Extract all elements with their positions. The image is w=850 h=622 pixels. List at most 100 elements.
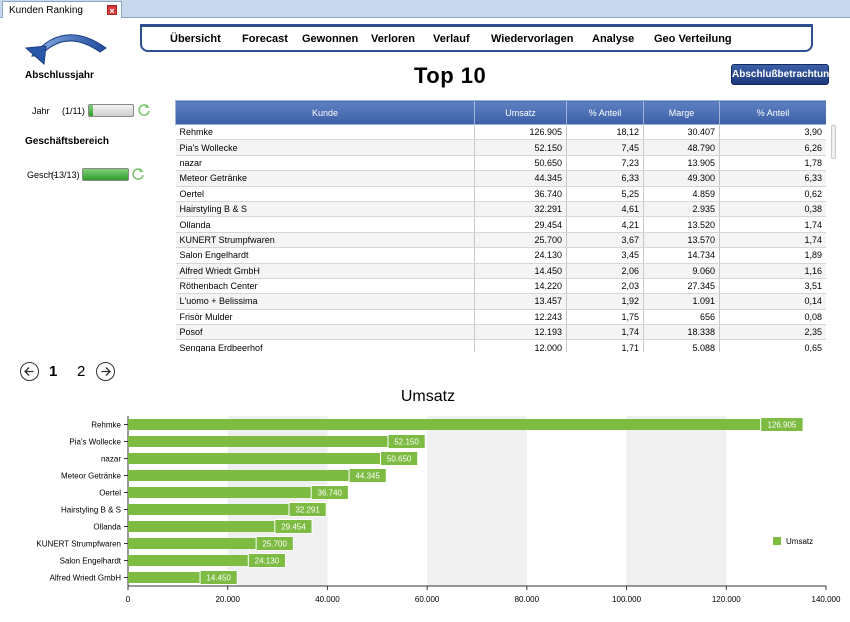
- table-cell: L'uomo + Belissima: [175, 293, 475, 310]
- bar: [128, 419, 761, 430]
- y-tick-label: Meteor Getränke: [61, 472, 122, 481]
- page-1[interactable]: 1: [49, 363, 58, 380]
- nav-forecast[interactable]: Forecast: [242, 33, 288, 45]
- column-header-umsatz[interactable]: Umsatz: [474, 100, 567, 125]
- table-cell: 5,25: [566, 186, 644, 202]
- table-row[interactable]: Pia's Wollecke 52.150 7,45 48.790 6,26: [175, 139, 826, 156]
- bar: [128, 572, 201, 583]
- table-cell: 18.338: [643, 324, 720, 341]
- table-cell: 4,61: [566, 201, 644, 218]
- data-label: 25.700: [262, 540, 287, 549]
- table-cell: 25.700: [474, 232, 567, 249]
- data-label: 50.650: [387, 455, 412, 464]
- close-tab-icon[interactable]: ×: [107, 5, 117, 16]
- table-row[interactable]: Posof 12.193 1,74 18.338 2,35: [175, 324, 826, 341]
- column-header-kunde[interactable]: Kunde: [175, 100, 475, 125]
- table-row[interactable]: Sengana Erdbeerhof 12.000 1,71 5.088 0,65: [175, 339, 826, 352]
- table-row[interactable]: Frisör Mulder 12.243 1,75 656 0,08: [175, 309, 826, 326]
- table-cell: 0,08: [719, 309, 826, 326]
- business-count: (13/13): [51, 170, 80, 180]
- table-cell: 2,35: [719, 324, 826, 341]
- reset-year-icon[interactable]: [137, 103, 151, 117]
- data-label: 14.450: [206, 574, 231, 583]
- data-label: 24.130: [255, 557, 280, 566]
- nav-geo-verteilung[interactable]: Geo Verteilung: [654, 33, 732, 45]
- table-cell: 1,74: [719, 216, 826, 233]
- next-page-icon[interactable]: [96, 362, 115, 381]
- table-scrollbar[interactable]: [831, 125, 836, 159]
- table-cell: 36.740: [474, 186, 567, 202]
- column-header-marge[interactable]: Marge: [643, 100, 720, 125]
- table-row[interactable]: L'uomo + Belissima 13.457 1,92 1.091 0,14: [175, 293, 826, 310]
- data-label: 44.345: [355, 472, 380, 481]
- reset-business-icon[interactable]: [131, 167, 145, 181]
- table-cell: 49.300: [643, 170, 720, 187]
- previous-page-icon[interactable]: [20, 362, 39, 381]
- data-label: 52.150: [394, 438, 419, 447]
- data-label-box: [247, 553, 287, 568]
- nav-uebersicht[interactable]: Übersicht: [170, 33, 221, 45]
- nav-analyse[interactable]: Analyse: [592, 33, 635, 45]
- table-cell: 27.345: [643, 278, 720, 295]
- table-cell: 2.935: [643, 201, 720, 218]
- back-arrow-icon[interactable]: [24, 26, 114, 66]
- bar: [128, 504, 289, 515]
- table-row[interactable]: nazar 50.650 7,23 13.905 1,78: [175, 155, 826, 172]
- nav-wiedervorlagen[interactable]: Wiedervorlagen: [491, 33, 574, 45]
- bar: [128, 470, 350, 481]
- table-row[interactable]: Oertel 36.740 5,25 4.859 0,62: [175, 186, 826, 202]
- table-cell: 126.905: [474, 124, 567, 141]
- year-section-title: Abschlussjahr: [25, 70, 94, 81]
- nav-gewonnen[interactable]: Gewonnen: [302, 33, 359, 45]
- y-tick-label: Ollanda: [93, 523, 121, 532]
- nav-verloren[interactable]: Verloren: [371, 33, 416, 45]
- page-2[interactable]: 2: [77, 363, 86, 380]
- table-cell: 1,74: [566, 324, 644, 341]
- tab-kunden-ranking[interactable]: Kunden Ranking ×: [2, 1, 122, 18]
- table-cell: Alfred Wriedt GmbH: [175, 263, 475, 279]
- data-label-box: [380, 451, 419, 466]
- table-cell: Frisör Mulder: [175, 309, 475, 326]
- table-cell: Meteor Getränke: [175, 170, 475, 187]
- table-row[interactable]: Salon Engelhardt 24.130 3,45 14.734 1,89: [175, 247, 826, 264]
- abschlussbetrachtung-button[interactable]: Abschlußbetrachtung: [731, 64, 835, 85]
- table-row[interactable]: Alfred Wriedt GmbH 14.450 2,06 9.060 1,16: [175, 263, 826, 279]
- table-cell: 3,51: [719, 278, 826, 295]
- table-row[interactable]: Ollanda 29.454 4,21 13.520 1,74: [175, 216, 826, 233]
- column-header-anteil[interactable]: % Anteil: [566, 100, 644, 125]
- nav-verlauf[interactable]: Verlauf: [433, 33, 470, 45]
- x-tick-label: 140.000: [812, 595, 841, 604]
- table-row[interactable]: Hairstyling B & S 32.291 4,61 2.935 0,38: [175, 201, 826, 218]
- table-cell: 4,21: [566, 216, 644, 233]
- table-row[interactable]: Rehmke 126.905 18,12 30.407 3,90: [175, 124, 826, 141]
- table-cell: 50.650: [474, 155, 567, 172]
- table-cell: Sengana Erdbeerhof: [175, 339, 475, 352]
- table-cell: 44.345: [474, 170, 567, 187]
- table-cell: Ollanda: [175, 216, 475, 233]
- table-cell: 52.150: [474, 139, 567, 156]
- data-label-box: [387, 434, 426, 449]
- legend-label: Umsatz: [786, 537, 813, 546]
- year-filter-fill: [89, 105, 93, 116]
- table-row[interactable]: Röthenbach Center 14.220 2,03 27.345 3,51: [175, 278, 826, 295]
- business-label: Gesch-: [27, 170, 57, 180]
- y-tick-label: Alfred Wriedt GmbH: [50, 574, 122, 583]
- x-tick-label: 80.000: [515, 595, 540, 604]
- year-count: (1/11): [62, 106, 85, 116]
- table-cell: 1,71: [566, 339, 644, 352]
- data-label-box: [348, 468, 387, 483]
- table-cell: 1,92: [566, 293, 644, 310]
- x-tick-label: 60.000: [415, 595, 440, 604]
- data-label: 36.740: [318, 489, 343, 498]
- column-header-marge-anteil[interactable]: % Anteil: [719, 100, 826, 125]
- table-cell: Röthenbach Center: [175, 278, 475, 295]
- y-tick-label: Salon Engelhardt: [60, 557, 122, 566]
- table-row[interactable]: KUNERT Strumpfwaren 25.700 3,67 13.570 1,74: [175, 232, 826, 249]
- table-row[interactable]: Meteor Getränke 44.345 6,33 49.300 6,33: [175, 170, 826, 187]
- chart-band: [427, 416, 527, 586]
- year-filter-bar[interactable]: [88, 104, 134, 117]
- table-cell: 12.243: [474, 309, 567, 326]
- y-tick-label: KUNERT Strumpfwaren: [36, 540, 121, 549]
- business-filter-bar[interactable]: [82, 168, 129, 181]
- table-cell: Rehmke: [175, 124, 475, 141]
